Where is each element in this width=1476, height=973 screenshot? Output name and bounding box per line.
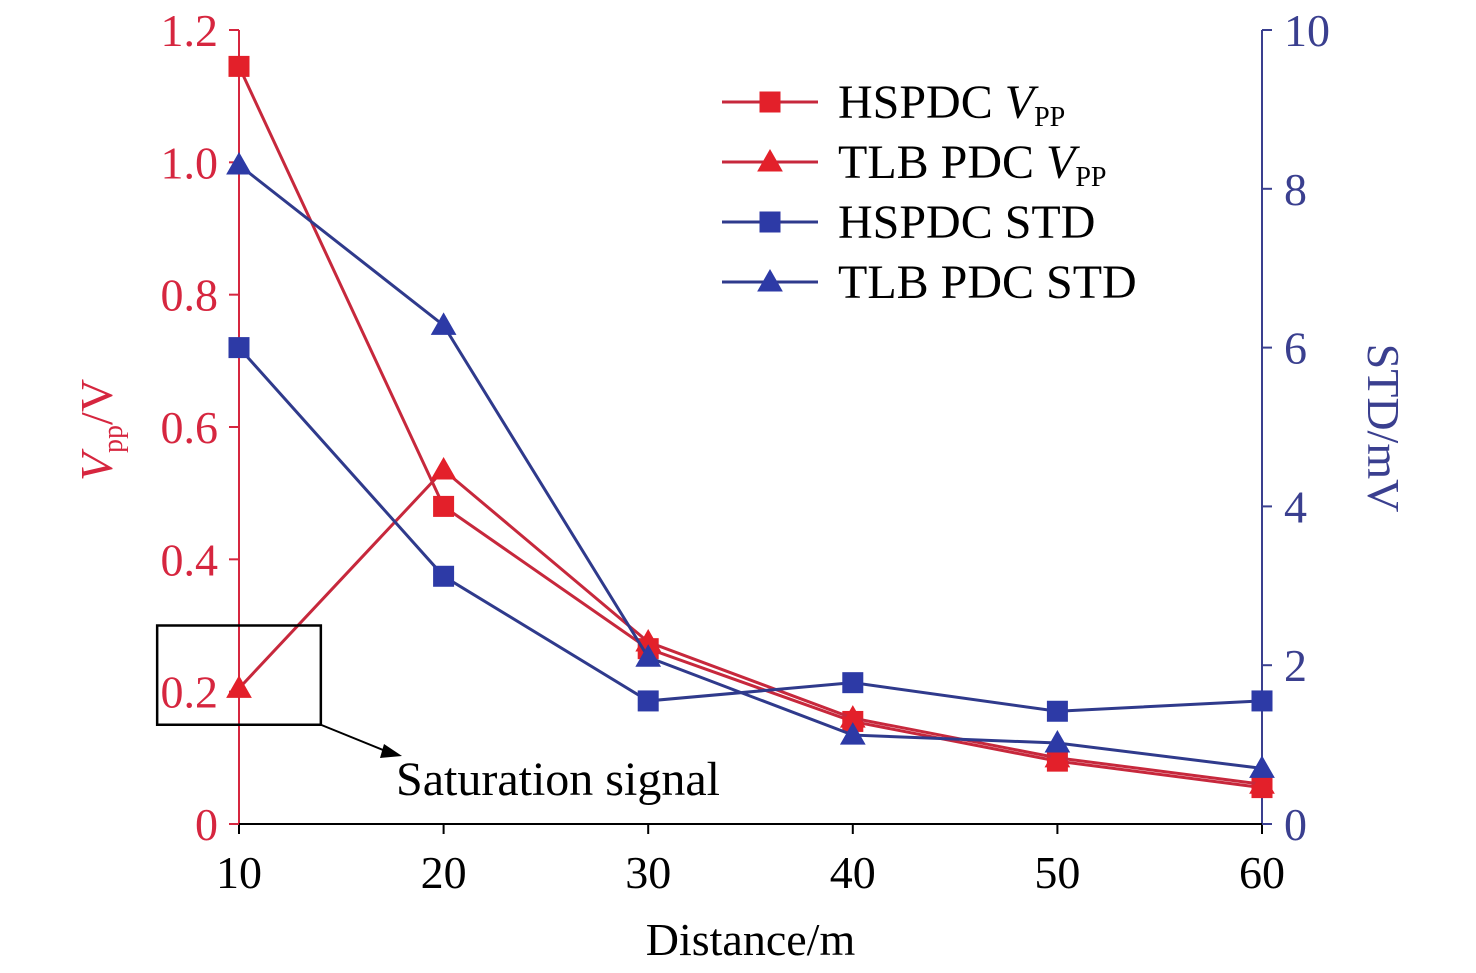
legend-entry-3: TLB PDC STD	[722, 256, 1137, 309]
annotation-arrow-line	[320, 723, 389, 753]
series-1	[226, 457, 1275, 794]
series-line	[237, 65, 1263, 790]
legend-label: HSPDC VPP	[838, 76, 1065, 133]
left-y-tick-label: 0.2	[161, 667, 219, 718]
left-y-axis-title-main: V	[71, 448, 122, 481]
data-point	[839, 722, 866, 745]
data-point	[226, 151, 252, 175]
x-tick-label: 60	[1239, 847, 1285, 898]
legend-entry-0: HSPDC VPP	[722, 76, 1065, 133]
legend-marker	[759, 91, 781, 113]
data-point	[842, 672, 864, 694]
left-y-tick-label: 0.4	[161, 534, 219, 585]
data-point	[226, 675, 252, 698]
series-line	[237, 346, 1263, 713]
data-point	[228, 55, 250, 77]
data-point	[1249, 771, 1275, 794]
data-point	[1251, 690, 1273, 712]
legend-label-text: TLB PDC	[838, 136, 1046, 189]
left-y-axis-title-suffix: /V	[71, 379, 122, 425]
legend-label-italic: V	[1046, 136, 1080, 189]
x-tick-label: 50	[1034, 847, 1080, 898]
data-point	[1046, 700, 1068, 722]
x-tick-label: 40	[830, 847, 876, 898]
series-line	[238, 163, 1263, 770]
legend-label-italic: V	[1005, 76, 1039, 129]
left-y-tick-label: 0.8	[161, 270, 219, 321]
left-y-tick-label: 0	[195, 799, 218, 850]
legend-entry-1: TLB PDC VPP	[722, 136, 1107, 193]
annotation-arrowhead	[380, 744, 402, 758]
legend-label: TLB PDC VPP	[838, 136, 1107, 193]
data-point	[1249, 755, 1275, 778]
left-y-axis-title-sub: pp	[98, 425, 129, 453]
legend-label-sub: PP	[1075, 162, 1106, 193]
legend-entry-2: HSPDC STD	[722, 196, 1095, 249]
right-y-tick-label: 8	[1284, 164, 1307, 215]
x-tick-label: 30	[625, 847, 671, 898]
left-y-tick-label: 0.6	[161, 402, 219, 453]
series-line	[237, 467, 1263, 786]
left-y-tick-label: 1.0	[161, 137, 219, 188]
legend-marker	[757, 268, 783, 292]
x-tick-label: 10	[216, 847, 262, 898]
data-point	[228, 337, 250, 359]
data-point	[433, 495, 455, 517]
right-y-tick-label: 0	[1284, 799, 1307, 850]
x-axis-title: Distance/m	[646, 914, 856, 965]
legend-label-sub: PP	[1034, 102, 1065, 133]
annotation-label: Saturation signal	[396, 753, 720, 806]
legend-label-text: HSPDC STD	[838, 196, 1095, 249]
data-point	[1044, 730, 1071, 753]
data-point	[433, 565, 455, 587]
legend-label-text: TLB PDC STD	[838, 256, 1137, 309]
right-y-tick-label: 10	[1284, 5, 1330, 56]
legend-label: HSPDC STD	[838, 196, 1095, 249]
series-0	[228, 55, 1273, 799]
right-y-tick-label: 2	[1284, 640, 1307, 691]
data-point	[1044, 744, 1071, 768]
left-y-axis-title: Vpp/V	[71, 379, 129, 481]
legend-marker	[757, 148, 783, 172]
data-point	[637, 690, 659, 712]
right-y-tick-label: 4	[1284, 481, 1307, 532]
series-3	[226, 151, 1275, 778]
data-point	[430, 312, 457, 335]
saturation-box	[155, 624, 323, 726]
x-tick-label: 20	[421, 847, 467, 898]
right-y-axis-title: STD/mV	[1358, 344, 1409, 513]
legend-marker	[759, 211, 781, 233]
data-point	[635, 644, 662, 667]
legend-label-text: HSPDC	[838, 76, 1005, 129]
legend-label: TLB PDC STD	[838, 256, 1137, 309]
data-point	[430, 457, 457, 480]
right-y-tick-label: 6	[1284, 323, 1307, 374]
series-2	[228, 337, 1273, 722]
left-y-tick-label: 1.2	[161, 5, 219, 56]
